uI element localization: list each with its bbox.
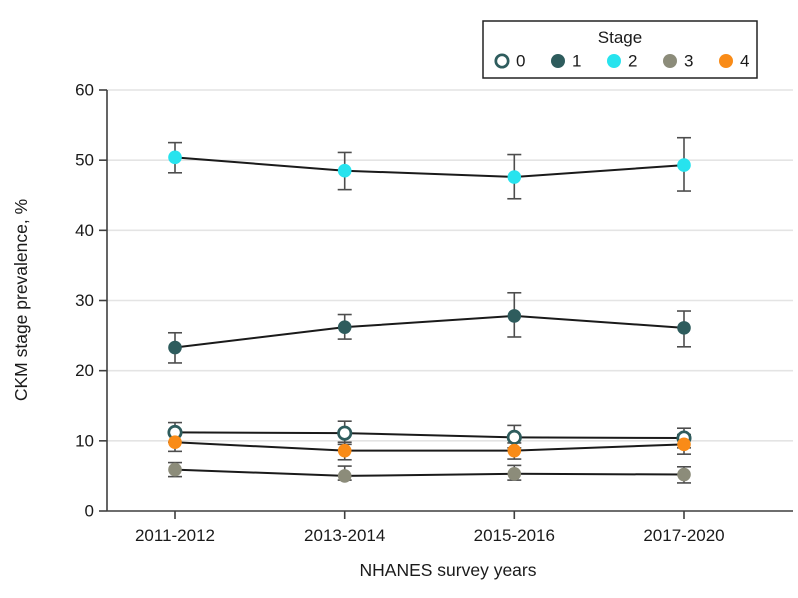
series-markers (167, 150, 692, 483)
legend: Stage 0 1 2 3 4 (482, 20, 758, 79)
legend-marker-circle-icon (551, 54, 565, 68)
y-axis-title: CKM stage prevalence, % (11, 199, 31, 401)
y-tick-label: 10 (75, 431, 94, 450)
data-point-stage-1 (677, 321, 691, 335)
x-tick-label: 2017-2020 (643, 526, 724, 545)
data-point-stage-1 (337, 320, 352, 334)
series-line-stage-2 (174, 156, 685, 179)
legend-item-label: 4 (740, 52, 749, 71)
data-point-stage-3 (337, 469, 352, 483)
data-point-stage-3 (677, 467, 691, 482)
data-point-stage-4 (507, 443, 522, 458)
data-point-stage-4 (337, 443, 352, 458)
legend-box (482, 20, 758, 79)
legend-item-stage-2: 2 (607, 52, 637, 71)
legend-item-label: 3 (684, 52, 693, 71)
axes: 0 10 20 30 40 50 60 2011-2012 2013-2014 2015-2016… (75, 81, 793, 545)
x-tick-label: 2015-2016 (474, 526, 555, 545)
x-tick-label: 2013-2014 (304, 526, 385, 545)
data-point-stage-2 (677, 158, 691, 172)
series-lines (174, 156, 685, 477)
data-point-stage-0 (506, 429, 522, 445)
legend-title: Stage (598, 28, 642, 47)
series-line-stage-0 (174, 431, 685, 440)
series-line-stage-3 (174, 468, 685, 477)
y-tick-label: 60 (75, 81, 94, 100)
y-tick-label: 50 (75, 151, 94, 170)
legend-item-label: 2 (628, 52, 637, 71)
data-point-stage-1 (507, 309, 522, 323)
y-tick-label: 30 (75, 291, 94, 310)
series-line-stage-4 (174, 441, 685, 452)
y-tick-label: 40 (75, 221, 94, 240)
data-point-stage-2 (507, 170, 522, 184)
legend-item-label: 0 (516, 52, 525, 71)
error-bars (168, 136, 691, 484)
series-line-stage-1 (174, 314, 685, 349)
data-point-stage-4 (168, 435, 182, 450)
legend-item-label: 1 (572, 52, 581, 71)
y-tick-label: 0 (85, 502, 94, 521)
gridlines (107, 89, 793, 442)
legend-item-stage-0: 0 (494, 52, 525, 71)
legend-item-stage-4: 4 (719, 52, 749, 71)
data-point-stage-2 (337, 163, 352, 178)
data-point-stage-4 (677, 437, 691, 452)
x-axis-title: NHANES survey years (360, 560, 537, 580)
legend-marker-open-circle-icon (494, 53, 510, 69)
data-point-stage-0 (337, 425, 353, 441)
data-point-stage-1 (168, 340, 182, 355)
y-tick-label: 20 (75, 361, 94, 380)
legend-item-stage-3: 3 (663, 52, 693, 71)
legend-item-stage-1: 1 (551, 52, 581, 71)
legend-marker-circle-icon (663, 54, 677, 68)
x-tick-label: 2011-2012 (135, 526, 215, 545)
legend-marker-circle-icon (607, 54, 621, 68)
data-point-stage-2 (168, 150, 182, 165)
legend-marker-circle-icon (719, 54, 733, 68)
data-point-stage-3 (507, 467, 522, 481)
data-point-stage-3 (168, 462, 182, 477)
